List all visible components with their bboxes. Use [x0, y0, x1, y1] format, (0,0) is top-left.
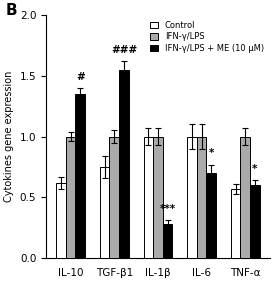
- Bar: [56, 183, 66, 258]
- Legend: Control, IFN-γ/LPS, IFN-γ/LPS + ME (10 μM): Control, IFN-γ/LPS, IFN-γ/LPS + ME (10 μ…: [148, 19, 266, 54]
- Text: ###: ###: [111, 45, 137, 55]
- Bar: [66, 136, 75, 258]
- Text: *: *: [252, 164, 258, 174]
- Bar: [231, 189, 241, 258]
- Bar: [187, 136, 197, 258]
- Bar: [75, 94, 85, 258]
- Bar: [241, 136, 250, 258]
- Bar: [144, 136, 153, 258]
- Bar: [153, 136, 163, 258]
- Text: B: B: [6, 3, 18, 18]
- Text: ***: ***: [159, 204, 176, 214]
- Bar: [163, 224, 172, 258]
- Bar: [100, 167, 110, 258]
- Bar: [197, 136, 206, 258]
- Text: #: #: [76, 72, 85, 82]
- Bar: [119, 70, 129, 258]
- Bar: [206, 173, 216, 258]
- Text: *: *: [209, 148, 214, 158]
- Bar: [250, 185, 260, 258]
- Y-axis label: Cytokines gene expression: Cytokines gene expression: [4, 71, 14, 202]
- Bar: [110, 136, 119, 258]
